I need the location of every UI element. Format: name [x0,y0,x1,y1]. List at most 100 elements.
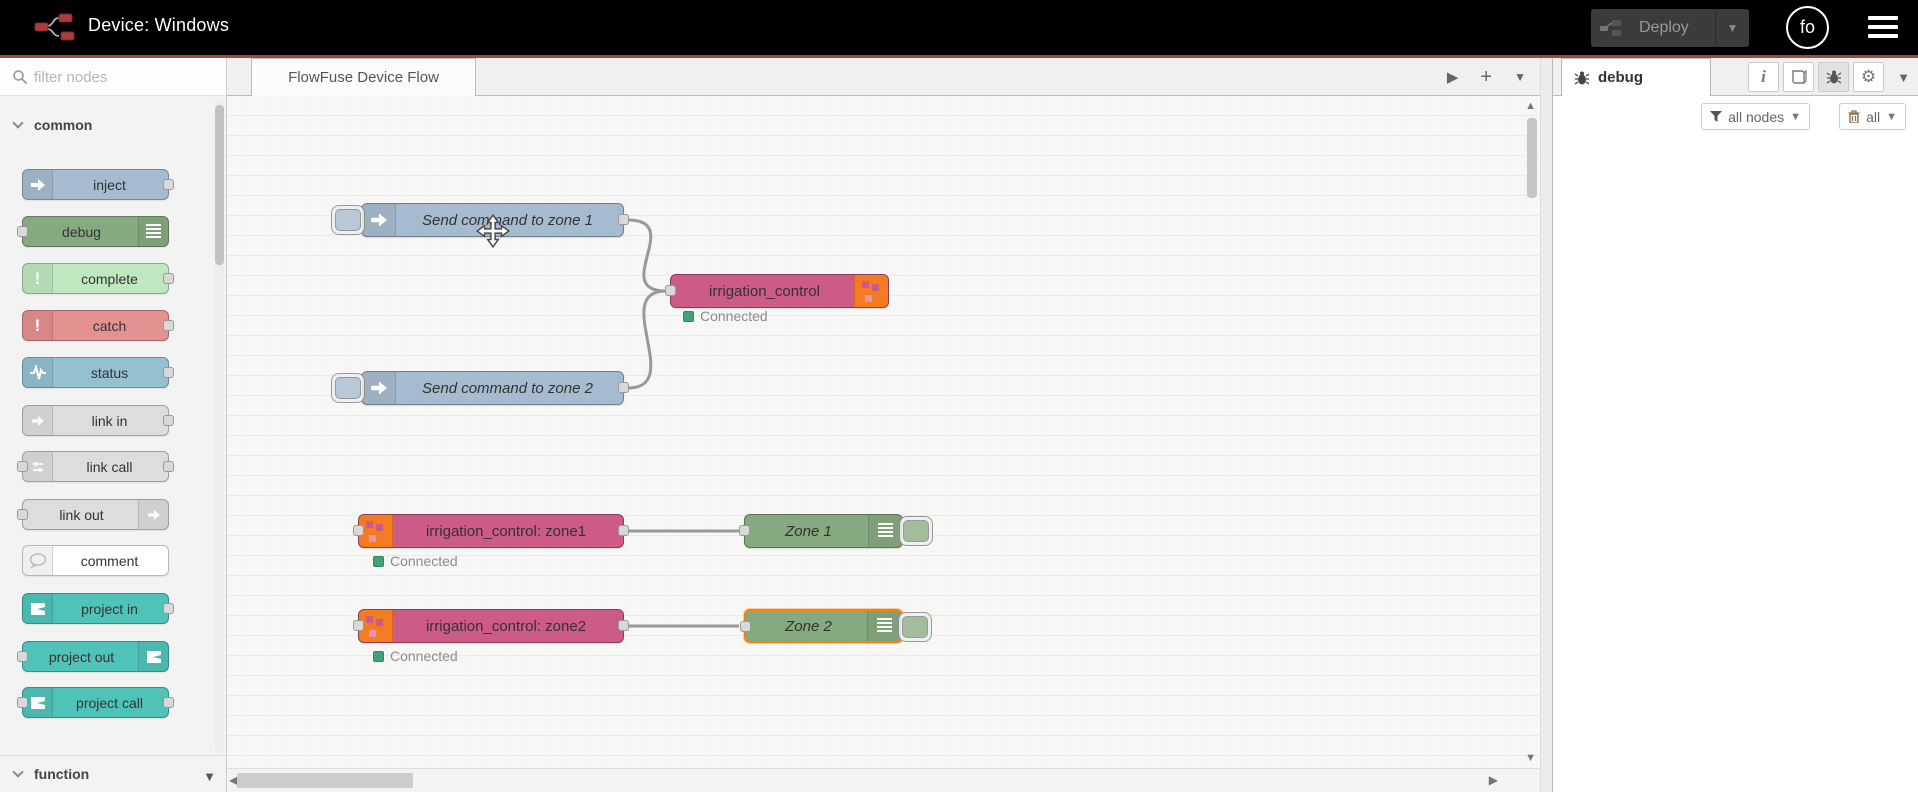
scroll-down-icon[interactable]: ▼ [1525,752,1536,764]
palette-scrollbar[interactable] [215,99,224,753]
palette-node-inject[interactable]: inject [22,169,174,200]
palette-search [0,58,226,96]
tab-debug[interactable]: debug [1561,58,1711,96]
palette-category-function[interactable]: function ▼ [0,755,226,792]
output-port[interactable] [618,525,629,536]
input-port[interactable] [665,285,676,296]
output-port[interactable] [618,620,629,631]
comment-icon [23,546,53,575]
output-port[interactable] [163,320,174,331]
node-zone-2[interactable]: Zone 2 [740,609,932,643]
config-nodes-tab-button[interactable]: ⚙ [1853,62,1884,92]
scroll-left-icon[interactable]: ◀ [229,773,239,787]
info-tab-button[interactable]: i [1748,62,1779,92]
output-port[interactable] [163,603,174,614]
palette-node-project-out[interactable]: project out [17,641,169,672]
tab-scroll-right-icon[interactable]: ▶ [1446,69,1459,86]
status-text: Connected [390,553,458,569]
add-flow-icon[interactable]: + [1480,65,1493,88]
input-port[interactable] [353,525,364,536]
horizontal-scrollbar-thumb[interactable] [237,773,413,788]
debug-toolbar: all nodes ▼ all ▼ [1553,96,1918,136]
palette-collapse-icon[interactable]: ▼ [203,769,216,784]
node-irrigation-control-zone2[interactable]: irrigation_control: zone2 [353,609,629,643]
output-port[interactable] [163,697,174,708]
palette-node-comment[interactable]: comment [22,545,169,576]
node-irrigation-control[interactable]: irrigation_control [665,274,889,308]
input-port[interactable] [17,226,28,237]
deploy-options-caret-icon[interactable]: ▼ [1715,9,1749,47]
palette-node-link-in[interactable]: link in [22,405,174,436]
palette-node-complete[interactable]: ! complete [22,263,174,294]
palette-scrollbar-thumb[interactable] [215,105,224,265]
deploy-button[interactable]: Deploy ▼ [1591,9,1749,47]
wire[interactable] [627,289,667,390]
output-port[interactable] [618,382,629,393]
palette-node-label: catch [92,317,127,334]
main-menu-icon[interactable] [1868,16,1898,38]
scroll-right-icon[interactable]: ▶ [1488,773,1498,787]
input-port[interactable] [353,620,364,631]
palette-node-label: link call [86,458,133,475]
input-port[interactable] [17,461,28,472]
tab-flowfuse-device-flow[interactable]: FlowFuse Device Flow [251,58,476,96]
palette-node-link-call[interactable]: link call [17,451,174,482]
output-port[interactable] [163,179,174,190]
palette-node-project-in[interactable]: project in [22,593,174,624]
node-status: Connected [373,553,458,569]
input-port[interactable] [17,651,28,662]
palette-node-project-call[interactable]: project call [17,687,174,718]
palette-node-catch[interactable]: ! catch [22,310,174,341]
arrow-in-icon [362,204,396,236]
debug-messages-empty [1553,136,1918,792]
palette-node-link-out[interactable]: link out [17,499,169,530]
node-irrigation-control-zone1[interactable]: irrigation_control: zone1 [353,514,629,548]
deploy-icon [1600,20,1621,36]
input-port[interactable] [17,697,28,708]
debug-toggle-button[interactable] [899,516,933,546]
flowfuse-icon [359,515,393,547]
palette-node-label: comment [80,552,139,569]
filter-nodes-input[interactable] [34,65,204,89]
inject-button[interactable] [331,205,365,235]
sidebar-options-caret-icon[interactable]: ▼ [1897,70,1910,85]
output-port[interactable] [618,214,629,225]
user-avatar[interactable]: fo [1786,6,1829,49]
debug-tab-button[interactable] [1818,62,1849,92]
debug-toggle-button[interactable] [898,612,932,642]
inject-button[interactable] [331,373,365,403]
help-tab-button[interactable] [1783,62,1814,92]
palette-node-status[interactable]: status [22,357,174,388]
category-label: function [34,766,90,782]
output-port[interactable] [163,367,174,378]
sidebar-resizer[interactable] [1540,58,1552,792]
status-dot-icon [373,650,384,662]
palette-node-debug[interactable]: debug [17,216,169,247]
debug-clear-button[interactable]: all ▼ [1839,103,1906,130]
status-text: Connected [700,308,768,324]
output-port[interactable] [163,415,174,426]
debug-filter-button[interactable]: all nodes ▼ [1701,103,1810,130]
link-icon [138,500,168,529]
scroll-up-icon[interactable]: ▲ [1525,100,1536,112]
vertical-scrollbar-thumb[interactable] [1527,118,1537,198]
project-icon [138,642,168,671]
input-port[interactable] [740,621,751,632]
node-zone-1[interactable]: Zone 1 [739,514,933,548]
wire-layer [627,218,739,628]
input-port[interactable] [17,509,28,520]
output-port[interactable] [163,461,174,472]
flow-canvas[interactable]: Send command to zone 1 irrigation_contro… [227,96,1540,768]
palette-category-common[interactable]: common [0,111,226,139]
wire[interactable] [627,218,667,293]
horizontal-scrollbar[interactable]: ◀ ▶ [227,768,1540,792]
palette-node-label: project in [81,600,138,617]
input-port[interactable] [739,525,750,536]
debug-clear-label: all [1866,108,1881,125]
node-status: Connected [373,648,458,664]
node-send-command-zone-2[interactable]: Send command to zone 2 [331,371,629,405]
flow-tab-bar: FlowFuse Device Flow ▶ + ▼ [227,58,1540,96]
category-label: common [34,117,93,133]
output-port[interactable] [163,273,174,284]
flow-list-caret-icon[interactable]: ▼ [1514,70,1526,84]
